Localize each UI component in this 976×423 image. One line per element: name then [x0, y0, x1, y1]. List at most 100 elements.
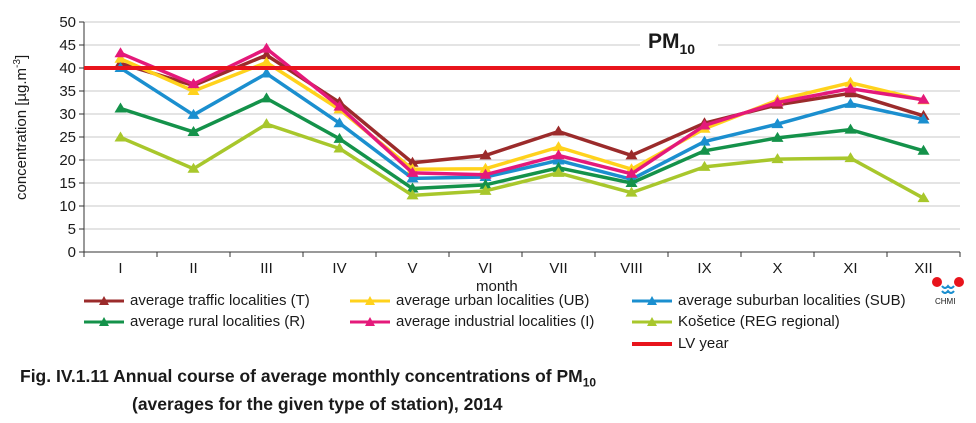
data-point: [406, 166, 419, 177]
data-point: [698, 160, 711, 171]
data-point: [187, 85, 200, 95]
chart-title-subscript: 10: [680, 41, 696, 57]
data-point: [698, 135, 711, 146]
y-tick-label: 5: [68, 221, 76, 238]
series-line: [119, 46, 924, 177]
chart-title-box: PM10: [640, 28, 718, 60]
data-point: [552, 125, 565, 136]
series-3: [114, 92, 930, 193]
data-point: [114, 52, 127, 63]
y-tick-label: 0: [68, 244, 76, 261]
x-tick-label: II: [189, 260, 197, 277]
x-tick-label: VII: [549, 260, 567, 277]
data-point: [479, 149, 492, 160]
data-point: [114, 47, 127, 58]
data-point: [917, 113, 930, 124]
data-point: [844, 123, 857, 134]
data-point: [552, 141, 565, 152]
series-4: [114, 42, 930, 179]
chmi-logo-text: CHMI: [935, 297, 956, 306]
data-point: [552, 166, 565, 177]
data-point: [479, 184, 492, 195]
legend-item-urban: average urban localities (UB): [350, 292, 589, 310]
legend-item-traffic: average traffic localities (T): [84, 292, 310, 310]
data-point: [260, 49, 273, 60]
data-point: [406, 189, 419, 200]
x-tick-label: VI: [478, 260, 492, 277]
x-tick-label: I: [118, 260, 122, 277]
data-point: [333, 132, 346, 143]
legend-item-rural: average rural localities (R): [84, 313, 305, 331]
series-line: [119, 122, 925, 200]
figure-caption: Fig. IV.1.11 Annual course of average mo…: [20, 366, 596, 415]
series-line: [119, 96, 924, 191]
data-point: [479, 168, 492, 179]
data-point: [406, 182, 419, 193]
series-line: [119, 66, 924, 182]
legend-item-industrial: average industrial localities (I): [350, 313, 594, 331]
data-point: [698, 144, 711, 155]
chmi-logo: [932, 277, 964, 294]
x-tick-label: III: [260, 260, 273, 277]
y-tick-label: 25: [59, 129, 76, 146]
x-axis-label: month: [476, 278, 518, 295]
y-tick-label: 45: [59, 37, 76, 54]
data-point: [406, 172, 419, 183]
data-point: [479, 162, 492, 173]
y-axis-label: concentration [µg.m-3]: [12, 55, 30, 200]
svg-text:PM10: PM10: [648, 30, 695, 57]
x-tick-label: IX: [697, 260, 711, 277]
legend-item-suburban: average suburban localities (SUB): [632, 292, 906, 310]
data-point: [260, 56, 273, 67]
data-point: [260, 92, 273, 103]
data-point: [771, 153, 784, 164]
data-point: [698, 119, 711, 130]
data-point: [479, 178, 492, 189]
data-point: [260, 118, 273, 129]
y-tick-label: 40: [59, 60, 76, 77]
data-point: [333, 117, 346, 128]
data-point: [187, 78, 200, 89]
data-point: [844, 97, 857, 108]
legend-item-lv-year: LV year: [632, 335, 729, 352]
y-tick-label: 35: [59, 83, 76, 100]
data-point: [260, 42, 273, 53]
data-point: [552, 154, 565, 165]
caption-line-1: Fig. IV.1.11 Annual course of average mo…: [20, 366, 597, 390]
data-point: [114, 102, 127, 113]
data-point: [187, 162, 200, 173]
data-point: [625, 186, 638, 197]
series-5: [114, 118, 930, 203]
y-tick-label: 20: [59, 152, 76, 169]
data-point: [625, 149, 638, 160]
data-point: [333, 142, 346, 153]
data-point: [187, 108, 200, 119]
y-tick-label: 50: [59, 14, 76, 31]
x-tick-label: XI: [843, 260, 857, 277]
data-point: [917, 144, 930, 155]
y-tick-label: 30: [59, 106, 76, 123]
data-point: [917, 192, 930, 203]
data-point: [844, 76, 857, 87]
data-point: [260, 67, 273, 78]
legend-item-kosetice: Košetice (REG regional): [632, 313, 840, 331]
data-point: [552, 161, 565, 172]
series-lines: [84, 42, 960, 203]
caption-line-2: (averages for the given type of station)…: [132, 393, 503, 414]
data-point: [406, 156, 419, 167]
data-point: [625, 177, 638, 187]
data-point: [187, 125, 200, 136]
y-tick-label: 15: [59, 175, 76, 192]
data-point: [844, 82, 857, 93]
data-point: [552, 149, 565, 160]
data-point: [771, 96, 784, 107]
data-point: [844, 152, 857, 163]
data-point: [625, 167, 638, 178]
data-point: [917, 93, 930, 104]
x-tick-label: V: [407, 260, 417, 277]
x-tick-label: IV: [332, 260, 346, 277]
data-point: [771, 118, 784, 129]
x-tick-label: VIII: [620, 260, 643, 277]
